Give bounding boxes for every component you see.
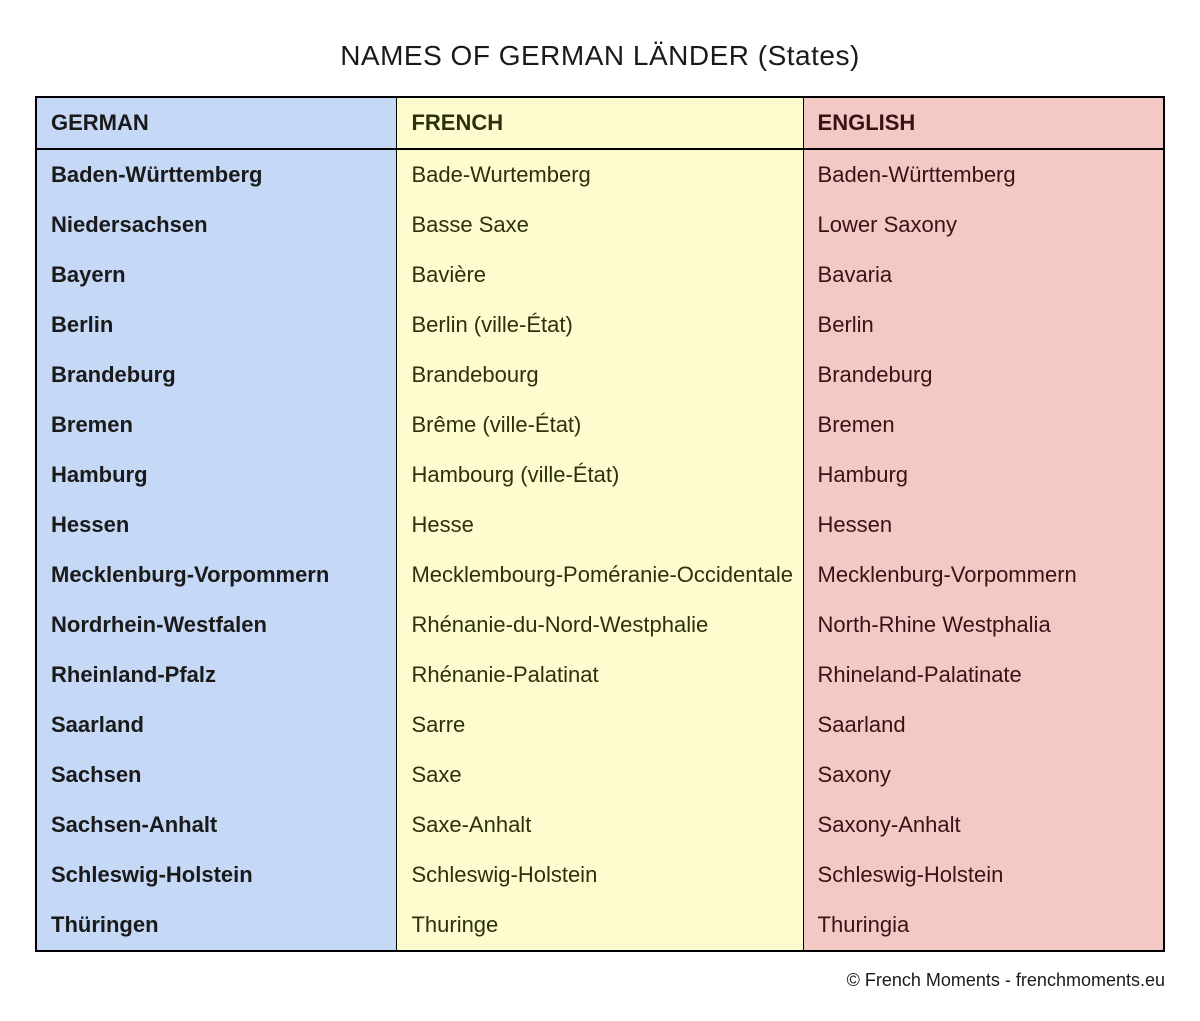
cell-german: Berlin [36, 300, 397, 350]
table-row: Rheinland-PfalzRhénanie-PalatinatRhinela… [36, 650, 1164, 700]
cell-english: Saxony-Anhalt [803, 800, 1164, 850]
column-header-french: FRENCH [397, 97, 803, 149]
table-row: Mecklenburg-VorpommernMecklembourg-Pomér… [36, 550, 1164, 600]
cell-french: Thuringe [397, 900, 803, 951]
cell-french: Rhénanie-Palatinat [397, 650, 803, 700]
cell-german: Mecklenburg-Vorpommern [36, 550, 397, 600]
table-body: Baden-WürttembergBade-WurtembergBaden-Wü… [36, 149, 1164, 951]
cell-english: Hamburg [803, 450, 1164, 500]
table-row: BremenBrême (ville-État)Bremen [36, 400, 1164, 450]
table-row: Nordrhein-WestfalenRhénanie-du-Nord-West… [36, 600, 1164, 650]
cell-german: Sachsen [36, 750, 397, 800]
cell-german: Sachsen-Anhalt [36, 800, 397, 850]
cell-french: Hesse [397, 500, 803, 550]
column-header-german: GERMAN [36, 97, 397, 149]
table-row: SaarlandSarreSaarland [36, 700, 1164, 750]
cell-english: Bavaria [803, 250, 1164, 300]
table-row: ThüringenThuringeThuringia [36, 900, 1164, 951]
cell-german: Schleswig-Holstein [36, 850, 397, 900]
cell-french: Basse Saxe [397, 200, 803, 250]
cell-french: Brême (ville-État) [397, 400, 803, 450]
cell-english: Saarland [803, 700, 1164, 750]
cell-english: Hessen [803, 500, 1164, 550]
cell-english: Rhineland-Palatinate [803, 650, 1164, 700]
cell-french: Sarre [397, 700, 803, 750]
cell-english: Schleswig-Holstein [803, 850, 1164, 900]
cell-french: Hambourg (ville-État) [397, 450, 803, 500]
cell-english: North-Rhine Westphalia [803, 600, 1164, 650]
cell-german: Saarland [36, 700, 397, 750]
cell-french: Bavière [397, 250, 803, 300]
cell-german: Hessen [36, 500, 397, 550]
table-row: HessenHesseHessen [36, 500, 1164, 550]
table-row: NiedersachsenBasse SaxeLower Saxony [36, 200, 1164, 250]
table-row: Sachsen-AnhaltSaxe-AnhaltSaxony-Anhalt [36, 800, 1164, 850]
table-row: Schleswig-HolsteinSchleswig-HolsteinSchl… [36, 850, 1164, 900]
table-header-row: GERMANFRENCHENGLISH [36, 97, 1164, 149]
column-header-english: ENGLISH [803, 97, 1164, 149]
cell-english: Berlin [803, 300, 1164, 350]
cell-german: Niedersachsen [36, 200, 397, 250]
cell-english: Bremen [803, 400, 1164, 450]
table-row: BayernBavièreBavaria [36, 250, 1164, 300]
states-table: GERMANFRENCHENGLISH Baden-WürttembergBad… [35, 96, 1165, 952]
cell-french: Mecklembourg-Poméranie-Occidentale [397, 550, 803, 600]
table-row: HamburgHambourg (ville-État)Hamburg [36, 450, 1164, 500]
cell-german: Bremen [36, 400, 397, 450]
cell-german: Rheinland-Pfalz [36, 650, 397, 700]
cell-english: Saxony [803, 750, 1164, 800]
page-title: NAMES OF GERMAN LÄNDER (States) [35, 40, 1165, 72]
cell-german: Nordrhein-Westfalen [36, 600, 397, 650]
table-row: BerlinBerlin (ville-État)Berlin [36, 300, 1164, 350]
cell-german: Bayern [36, 250, 397, 300]
table-row: SachsenSaxeSaxony [36, 750, 1164, 800]
cell-german: Hamburg [36, 450, 397, 500]
table-row: BrandeburgBrandebourgBrandeburg [36, 350, 1164, 400]
cell-english: Thuringia [803, 900, 1164, 951]
cell-french: Bade-Wurtemberg [397, 149, 803, 200]
cell-french: Berlin (ville-État) [397, 300, 803, 350]
table-header: GERMANFRENCHENGLISH [36, 97, 1164, 149]
cell-german: Baden-Württemberg [36, 149, 397, 200]
cell-english: Mecklenburg-Vorpommern [803, 550, 1164, 600]
cell-french: Saxe-Anhalt [397, 800, 803, 850]
cell-french: Rhénanie-du-Nord-Westphalie [397, 600, 803, 650]
cell-french: Schleswig-Holstein [397, 850, 803, 900]
cell-english: Brandeburg [803, 350, 1164, 400]
cell-english: Baden-Württemberg [803, 149, 1164, 200]
footer-credit: © French Moments - frenchmoments.eu [35, 970, 1165, 991]
cell-german: Brandeburg [36, 350, 397, 400]
cell-french: Brandebourg [397, 350, 803, 400]
cell-french: Saxe [397, 750, 803, 800]
cell-english: Lower Saxony [803, 200, 1164, 250]
cell-german: Thüringen [36, 900, 397, 951]
table-row: Baden-WürttembergBade-WurtembergBaden-Wü… [36, 149, 1164, 200]
